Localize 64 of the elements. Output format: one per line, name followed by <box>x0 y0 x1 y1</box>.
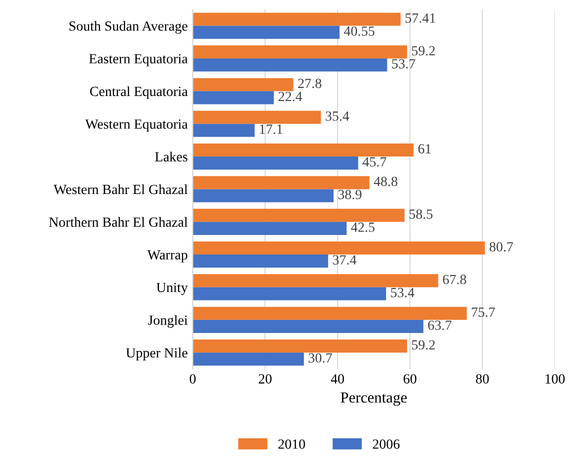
bar <box>192 91 274 104</box>
bar <box>192 12 401 26</box>
data-label: 37.4 <box>332 255 356 265</box>
bar <box>192 58 388 72</box>
bar <box>192 78 294 92</box>
y-tick-label: Central Equatoria <box>90 86 188 99</box>
data-label: 27.8 <box>298 78 322 88</box>
data-label: 38.9 <box>338 190 362 200</box>
bar <box>192 340 408 353</box>
x-tick-label: 20 <box>258 374 272 384</box>
bar <box>192 45 408 58</box>
bar <box>192 241 485 255</box>
data-label: 53.4 <box>391 288 414 298</box>
legend-label: 2010 <box>278 439 306 449</box>
bar <box>192 124 255 137</box>
y-tick-label: Upper Nile <box>126 348 188 360</box>
x-tick-label: 40 <box>330 374 344 384</box>
y-tick-label: Unity <box>156 282 188 296</box>
data-label: 59.2 <box>412 340 435 350</box>
x-tick-label: 0 <box>190 374 196 384</box>
bar <box>192 156 358 170</box>
bar <box>192 287 386 300</box>
legend-label: 2006 <box>372 439 400 449</box>
y-tick-label: Lakes <box>155 152 188 162</box>
data-label: 48.8 <box>374 176 398 186</box>
data-label: 35.4 <box>326 111 350 121</box>
bar <box>192 208 405 222</box>
data-label: 61 <box>418 144 431 154</box>
bar <box>192 352 304 366</box>
data-label: 22.4 <box>278 92 302 102</box>
y-tick-label: Western Bahr El Ghazal <box>54 184 188 194</box>
x-tick-label: 60 <box>404 374 416 384</box>
bar <box>192 189 334 202</box>
x-tick-label: 80 <box>476 374 489 384</box>
bar <box>192 222 347 235</box>
data-label: 75.7 <box>472 308 495 317</box>
y-tick-label: Warrap <box>147 250 188 262</box>
x-axis-title: Percentage <box>340 392 407 406</box>
y-tick-label: Eastern Equatoria <box>89 54 188 66</box>
data-label: 57.41 <box>406 13 436 23</box>
y-tick-label: Western Equatoria <box>85 119 188 132</box>
bar <box>192 306 467 320</box>
data-label: 42.5 <box>351 222 375 232</box>
data-label: 53.7 <box>392 59 416 69</box>
bar <box>192 254 328 268</box>
data-label: 59.2 <box>412 46 435 56</box>
y-tick-label: Jonglei <box>148 315 188 328</box>
data-label: 30.7 <box>308 353 332 363</box>
x-tick-label: 100 <box>546 374 565 384</box>
data-label: 45.7 <box>362 157 386 167</box>
bar <box>192 320 424 333</box>
y-tick-label: South Sudan Average <box>69 20 188 34</box>
bar <box>192 143 414 157</box>
y-tick-label: Northern Bahr El Ghazal <box>49 217 188 227</box>
data-label: 67.8 <box>442 274 466 284</box>
bar <box>192 274 438 288</box>
data-label: 17.1 <box>260 124 282 134</box>
data-label: 63.7 <box>428 320 452 330</box>
data-label: 40.55 <box>344 26 374 36</box>
data-label: 58.5 <box>410 209 432 219</box>
bar <box>192 176 370 190</box>
bar <box>192 110 321 124</box>
bar <box>192 26 340 39</box>
data-label: 80.7 <box>490 242 513 252</box>
